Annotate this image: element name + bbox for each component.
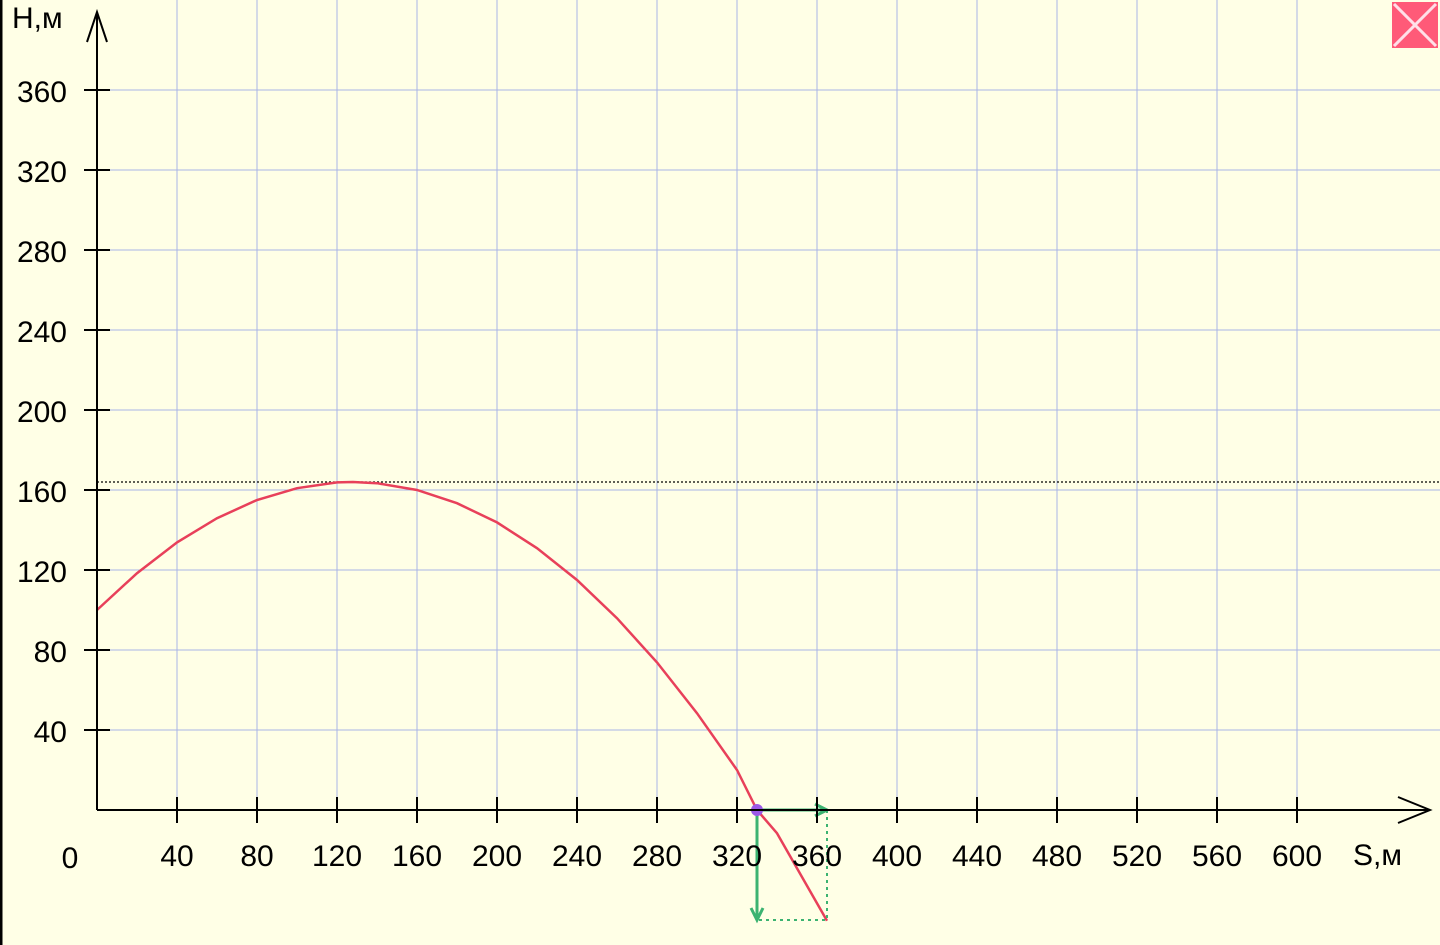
x-tick-label: 280 xyxy=(632,840,682,873)
y-tick-label: 120 xyxy=(17,556,67,589)
y-tick-label: 320 xyxy=(17,156,67,189)
x-tick-label: 480 xyxy=(1032,840,1082,873)
x-tick-label: 80 xyxy=(240,840,273,873)
y-axis-label: Н,м xyxy=(12,2,63,35)
origin-label: 0 xyxy=(62,842,79,875)
x-tick-label: 400 xyxy=(872,840,922,873)
x-tick-label: 440 xyxy=(952,840,1002,873)
y-arrow xyxy=(86,8,108,43)
close-icon[interactable] xyxy=(1392,2,1438,48)
velocity-y-head xyxy=(749,907,765,924)
x-tick-label: 520 xyxy=(1112,840,1162,873)
y-tick-label: 280 xyxy=(17,236,67,269)
x-axis-label: S,м xyxy=(1353,839,1402,872)
x-tick-label: 160 xyxy=(392,840,442,873)
y-tick-label: 240 xyxy=(17,316,67,349)
x-arrow xyxy=(1397,796,1433,824)
x-tick-label: 240 xyxy=(552,840,602,873)
x-tick-label: 120 xyxy=(312,840,362,873)
x-tick-label: 560 xyxy=(1192,840,1242,873)
x-tick-label: 600 xyxy=(1272,840,1322,873)
y-tick-label: 40 xyxy=(34,716,67,749)
y-tick-label: 360 xyxy=(17,76,67,109)
x-tick-label: 360 xyxy=(792,840,842,873)
plot xyxy=(96,480,1440,924)
y-tick-label: 160 xyxy=(17,476,67,509)
velocity-guide xyxy=(757,810,828,921)
close-button[interactable] xyxy=(1392,2,1438,48)
y-tick-label: 200 xyxy=(17,396,67,429)
x-tick-label: 200 xyxy=(472,840,522,873)
y-tick-label: 80 xyxy=(34,636,67,669)
grid xyxy=(97,0,1440,810)
trajectory xyxy=(96,480,829,922)
x-tick-label: 40 xyxy=(160,840,193,873)
x-tick-label: 320 xyxy=(712,840,762,873)
